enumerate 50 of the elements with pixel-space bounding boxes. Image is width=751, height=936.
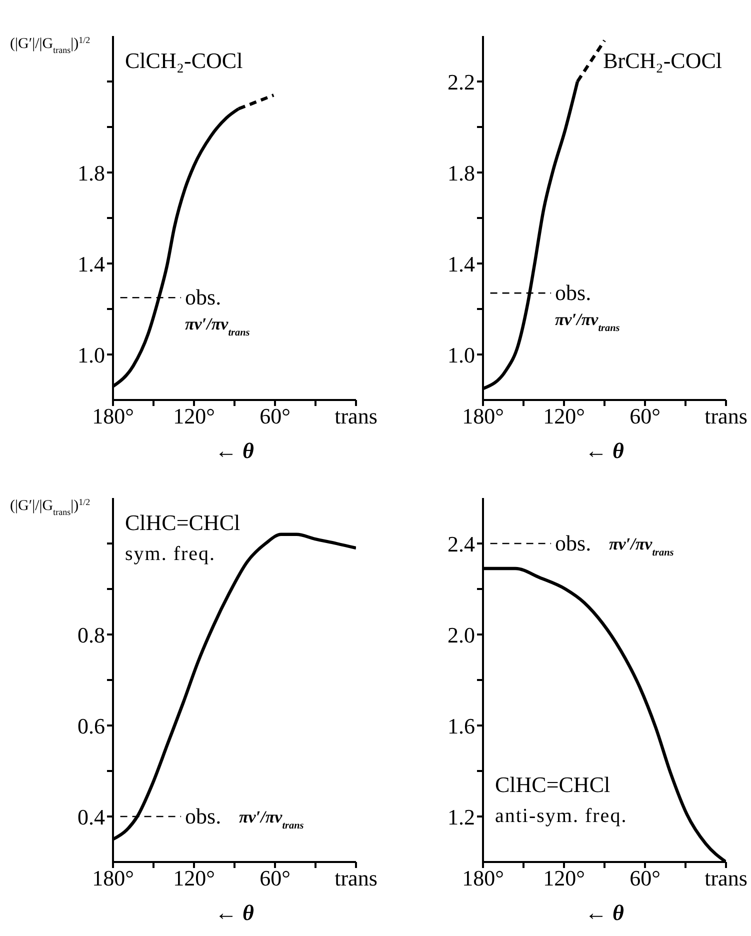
x-tick-label: 180°: [462, 866, 504, 891]
text: anti-sym. freq.: [495, 805, 628, 827]
x-tick-label: 60°: [260, 866, 290, 891]
x-tick-label: trans: [704, 866, 748, 891]
x-axis-title: ← θ: [585, 900, 625, 925]
text: ClHC=CHCl: [125, 510, 240, 535]
x-tick-label: trans: [334, 404, 378, 429]
y-tick-label: 2.4: [448, 531, 475, 556]
y-tick-label: 0.4: [78, 804, 105, 830]
x-tick-label: trans: [334, 866, 378, 891]
x-tick-label: 60°: [260, 404, 290, 429]
y-tick-label: 1.4: [78, 251, 105, 276]
x-tick-label: 60°: [630, 866, 660, 891]
x-axis-title: ← θ: [585, 438, 625, 463]
x-tick-label: 120°: [173, 404, 215, 429]
text: sym. freq.: [125, 543, 216, 565]
y-tick-label: 1.2: [448, 804, 475, 830]
y-tick-label: 1.8: [448, 160, 475, 186]
y-tick-label: 2.0: [448, 622, 475, 648]
x-tick-label: 180°: [462, 404, 504, 429]
x-tick-label: 180°: [92, 866, 134, 891]
y-axis-title: (|G′|/|G$_{trans}$|)$^{1/2}$: [10, 497, 90, 517]
y-axis-title: (|G′|/|G$_{trans}$|)$^{1/2}$: [10, 35, 90, 55]
ref-line-label: obs.: [555, 530, 592, 556]
x-tick-label: 180°: [92, 404, 134, 429]
annotation: πν′/πν$_{trans}$: [185, 314, 250, 338]
x-tick-label: 120°: [543, 404, 585, 429]
annotation: πν′/πν$_{trans}$: [555, 310, 620, 334]
y-tick-label: 1.0: [448, 342, 475, 368]
ref-line-label: obs.: [555, 280, 592, 306]
x-axis-title: ← θ: [215, 438, 255, 463]
x-axis-title: ← θ: [215, 900, 255, 925]
y-tick-label: 1.0: [78, 342, 105, 368]
y-tick-label: 1.8: [78, 160, 105, 186]
x-tick-label: 120°: [543, 866, 585, 891]
text: ClHC=CHCl: [495, 772, 610, 797]
y-tick-label: 1.6: [448, 713, 475, 738]
x-tick-label: trans: [704, 404, 748, 429]
annotation: πν′/πν$_{trans}$: [239, 808, 304, 831]
ref-line-label: obs.: [185, 804, 222, 828]
y-tick-label: 0.6: [78, 713, 105, 738]
y-tick-label: 2.2: [448, 69, 475, 94]
text: BrCH₂-COCl: [603, 48, 722, 73]
x-tick-label: 60°: [630, 404, 660, 429]
y-tick-label: 0.8: [78, 622, 105, 648]
x-tick-label: 120°: [173, 866, 215, 891]
text: ClCH₂-COCl: [125, 48, 243, 73]
ref-line-label: obs.: [185, 284, 222, 310]
y-tick-label: 1.4: [448, 251, 475, 276]
annotation: πν′/πν$_{trans}$: [609, 534, 674, 558]
